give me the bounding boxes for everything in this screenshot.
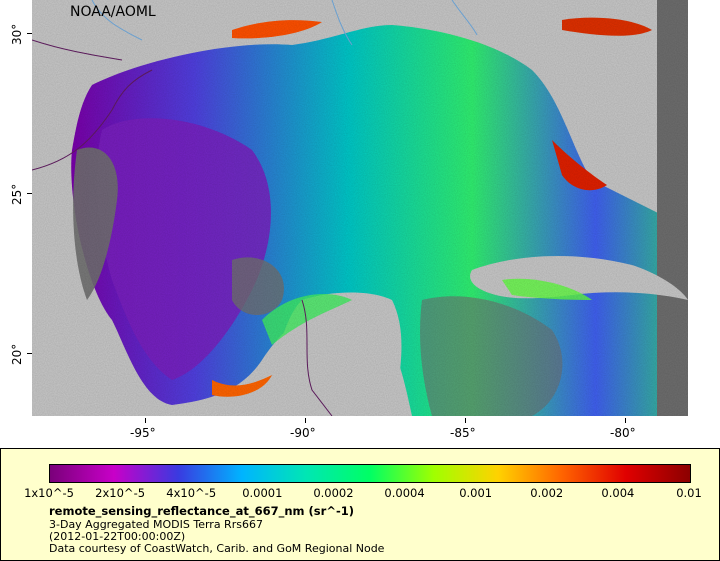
colorbar-tick-label: 0.002 (530, 486, 564, 500)
colorbar-tick-label: 4x10^-5 (166, 486, 217, 500)
legend-title: remote_sensing_reflectance_at_667_nm (sr… (49, 504, 354, 518)
colorbar-tick-label: 0.0004 (384, 486, 425, 500)
x-tick-label: -95° (130, 426, 156, 440)
x-tick (145, 418, 146, 423)
y-tick-label: 25° (10, 183, 24, 205)
y-tick (27, 353, 32, 354)
y-tick-label: 30° (10, 23, 24, 45)
legend-panel: 1x10^-5 2x10^-5 4x10^-5 0.0001 0.0002 0.0004 0… (0, 448, 720, 561)
country-border (32, 39, 123, 61)
country-border (32, 69, 153, 171)
y-tick (27, 193, 32, 194)
colorbar (49, 464, 691, 483)
x-tick-label: -80° (610, 426, 636, 440)
colorbar-tick-label: 0.0001 (242, 486, 283, 500)
y-tick-label: 20° (10, 343, 24, 365)
map-frame: NOAA/AOML 30° 25° 20° -95° -90° -85° -80… (10, 0, 688, 440)
x-tick-label: -90° (290, 426, 316, 440)
colorbar-tick-label: 0.001 (459, 486, 493, 500)
colorbar-tick-label: 0.0002 (313, 486, 354, 500)
map-plot-area[interactable]: NOAA/AOML (32, 0, 688, 416)
x-tick (625, 418, 626, 423)
river (91, 0, 143, 41)
org-label: NOAA/AOML (70, 4, 156, 20)
legend-date: (2012-01-22T00:00:00Z) (49, 530, 186, 543)
reflectance-map (32, 0, 688, 416)
x-tick-label: -85° (450, 426, 476, 440)
legend-description: 3-Day Aggregated MODIS Terra Rrs667 (49, 518, 263, 531)
legend-credit: Data courtesy of CoastWatch, Carib. and … (49, 542, 385, 555)
colorbar-tick-label: 1x10^-5 (24, 486, 74, 500)
colorbar-tick-label: 2x10^-5 (95, 486, 146, 500)
river (451, 0, 478, 36)
x-tick (465, 418, 466, 423)
country-border (301, 299, 333, 416)
colorbar-tick-label: 0.01 (676, 486, 702, 500)
colorbar-tick-label: 0.004 (601, 486, 635, 500)
x-tick (305, 418, 306, 423)
y-tick (27, 33, 32, 34)
river (331, 0, 353, 46)
